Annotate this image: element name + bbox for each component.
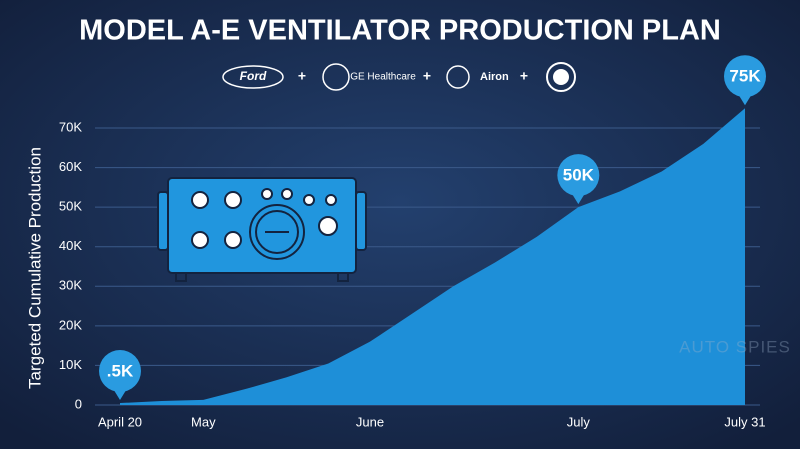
- y-tick-label: 10K: [59, 357, 82, 372]
- x-tick-label: June: [356, 414, 384, 429]
- y-tick-label: 70K: [59, 119, 82, 134]
- partner-logo: Ford: [240, 69, 267, 83]
- watermark: AUTO SPIES: [679, 337, 791, 356]
- ventilator-illustration: [157, 177, 367, 282]
- y-tick-label: 50K: [59, 199, 82, 214]
- y-tick-label: 0: [75, 396, 82, 411]
- y-tick-label: 30K: [59, 278, 82, 293]
- x-tick-label: July: [567, 414, 591, 429]
- data-label: 75K: [729, 67, 761, 86]
- partner-logos: Ford + GE Healthcare + Airon +: [222, 62, 576, 92]
- x-tick-label: April 20: [98, 414, 142, 429]
- x-tick-label: July 31: [724, 414, 765, 429]
- x-tick-label: May: [191, 414, 216, 429]
- callout-bubble: [99, 350, 141, 393]
- data-label: .5K: [107, 362, 134, 381]
- chart-title: MODEL A-E VENTILATOR PRODUCTION PLAN: [79, 15, 721, 47]
- callout-bubble: [557, 154, 600, 197]
- partner-logo: Airon: [480, 71, 509, 83]
- svg-text:+: +: [520, 68, 528, 84]
- y-tick-label: 60K: [59, 159, 82, 174]
- svg-text:+: +: [423, 68, 431, 84]
- partner-logo: GE Healthcare: [350, 72, 416, 83]
- y-axis-label: Targeted Cumulative Production: [25, 147, 44, 389]
- data-label: 50K: [563, 166, 595, 185]
- svg-text:+: +: [298, 68, 306, 84]
- y-tick-label: 20K: [59, 317, 82, 332]
- callout-bubble: [724, 55, 766, 98]
- area: [120, 108, 745, 405]
- y-tick-label: 40K: [59, 238, 82, 253]
